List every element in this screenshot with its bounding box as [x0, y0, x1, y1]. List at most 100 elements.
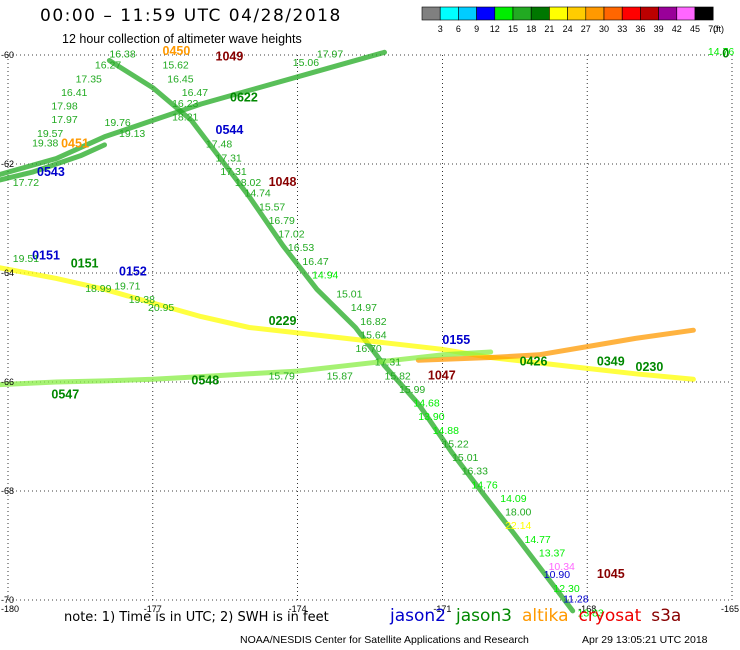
pass-time-label: 0230 — [636, 360, 664, 374]
pass-time-label: 0 — [722, 47, 729, 61]
wave-height-label: 12.30 — [553, 583, 579, 595]
lat-tick-label: -64 — [1, 268, 14, 278]
wave-height-label: 19.57 — [37, 128, 63, 140]
wave-height-label: 15.99 — [399, 384, 425, 396]
pass-time-label: 0151 — [71, 257, 99, 271]
track-yellow-east — [415, 327, 696, 363]
wave-height-label: 13.83 — [578, 607, 604, 619]
page-title: 00:00 – 11:59 UTC 04/28/2018 — [40, 6, 342, 26]
wave-height-label: 14.88 — [433, 425, 459, 437]
colorbar-tick-label: 30 — [599, 24, 609, 34]
pass-time-label: 0349 — [597, 355, 625, 369]
wave-height-label: 19.38 — [129, 294, 155, 306]
lon-tick-label: -171 — [433, 604, 451, 614]
wave-height-label: 20.95 — [148, 302, 174, 314]
colorbar-tick-label: 12 — [490, 24, 500, 34]
track-jason3-upper — [0, 142, 107, 183]
wave-height-label: 15.64 — [360, 329, 386, 341]
track-descending-main — [106, 58, 576, 614]
lat-tick-label: -60 — [1, 50, 14, 60]
pass-time-label: 0229 — [269, 314, 297, 328]
wave-height-label: 16.82 — [360, 316, 386, 328]
wave-height-label: 17.31 — [220, 166, 246, 178]
wave-height-label: 16.79 — [269, 215, 295, 227]
wave-height-label: 19.13 — [119, 128, 145, 140]
wave-height-label: 14.77 — [525, 534, 551, 546]
pass-time-label: 1049 — [216, 50, 244, 64]
wave-height-label: 16.27 — [95, 60, 121, 72]
colorbar-tick-label: 36 — [635, 24, 645, 34]
footer-note: note: 1) Time is in UTC; 2) SWH is in fe… — [64, 610, 329, 625]
wave-height-label: 16.41 — [61, 87, 87, 99]
wave-height-label: 17.02 — [278, 229, 304, 241]
pass-time-label: 0450 — [163, 44, 191, 58]
pass-time-label: 1047 — [428, 368, 456, 382]
wave-height-label: 16.45 — [167, 73, 193, 85]
pass-time-label: 0152 — [119, 265, 147, 279]
colorbar-tick-label: 21 — [544, 24, 554, 34]
pass-time-label: 0622 — [230, 90, 258, 104]
wave-height-label: 15.06 — [293, 57, 319, 69]
wave-height-label: 15.57 — [259, 201, 285, 213]
wave-height-label: 14.09 — [500, 493, 526, 505]
legend-jason2: jason2 — [390, 606, 446, 626]
footer-generated-time: Apr 29 13:05:21 UTC 2018 — [582, 634, 708, 646]
wave-height-label: 17.31 — [375, 357, 401, 369]
legend-altika: altika — [522, 606, 569, 626]
wave-height-label: 18.02 — [235, 177, 261, 189]
wave-height-label: 13.37 — [539, 547, 565, 559]
pass-time-label: 0547 — [51, 387, 79, 401]
pass-time-label: 0155 — [442, 333, 470, 347]
wave-height-label: 14.74 — [245, 188, 271, 200]
wave-height-label: 16.47 — [182, 87, 208, 99]
legend-s3a: s3a — [651, 606, 682, 626]
wave-height-label: 16.38 — [109, 49, 135, 61]
colorbar-swatch — [694, 6, 714, 21]
legend-jason3: jason3 — [456, 606, 512, 626]
pass-time-label: 0426 — [520, 355, 548, 369]
wave-height-label: 17.97 — [317, 49, 343, 61]
colorbar-tick-label: 70 — [708, 24, 718, 34]
colorbar-tick-label: 42 — [672, 24, 682, 34]
wave-height-label: 15.22 — [442, 438, 468, 450]
wave-height-label: 18.99 — [85, 283, 111, 295]
colorbar-legend: 3 6 9 12 15 18 21 24 27 30 33 36 39 42 45 70(ft) — [421, 6, 724, 34]
wave-height-label: 14.76 — [471, 479, 497, 491]
wave-height-label: 14.68 — [413, 398, 439, 410]
colorbar-tick-label: 24 — [563, 24, 573, 34]
wave-height-label: 15.62 — [163, 60, 189, 72]
wave-height-label: 17.72 — [13, 177, 39, 189]
lat-tick-label: -62 — [1, 159, 14, 169]
colorbar-tick-label: 15 — [508, 24, 518, 34]
wave-height-label: 14.76 — [708, 46, 734, 58]
legend-cryosat: cryosat — [578, 606, 642, 626]
wave-height-label: 13.90 — [418, 411, 444, 423]
wave-height-label: 17.97 — [51, 114, 77, 126]
colorbar-tick-label: 27 — [581, 24, 591, 34]
wave-height-label: 17.31 — [216, 152, 242, 164]
footer-credit: NOAA/NESDIS Center for Satellite Applica… — [240, 634, 529, 646]
lat-tick-label: -66 — [1, 377, 14, 387]
wave-height-label: 14.94 — [312, 269, 338, 281]
pass-time-label: 1048 — [269, 175, 297, 189]
colorbar-unit: (ft) — [713, 24, 724, 34]
colorbar-tick-label: 33 — [617, 24, 627, 34]
satellite-legend: jason2 jason3 altika cryosat s3a — [390, 606, 691, 626]
wave-height-label: 19.51 — [13, 253, 39, 265]
colorbar-tick-label: 6 — [456, 24, 461, 34]
pass-time-label: 1045 — [597, 567, 625, 581]
wave-height-label: 11.28 — [563, 594, 589, 606]
lon-tick-label: -165 — [721, 604, 739, 614]
track-jason3-nw — [0, 49, 387, 178]
colorbar-tick-label: 39 — [654, 24, 664, 34]
wave-height-label: 15.01 — [452, 452, 478, 464]
pass-time-label: 0544 — [216, 123, 244, 137]
wave-height-label: 16.53 — [288, 242, 314, 254]
pass-time-label: 0151 — [32, 248, 60, 262]
lon-tick-label: -168 — [578, 604, 596, 614]
wave-height-label: 17.98 — [51, 101, 77, 113]
wave-height-label: 10.90 — [544, 569, 570, 581]
colorbar-tick-label: 45 — [690, 24, 700, 34]
wave-height-label: 22.14 — [505, 520, 531, 532]
